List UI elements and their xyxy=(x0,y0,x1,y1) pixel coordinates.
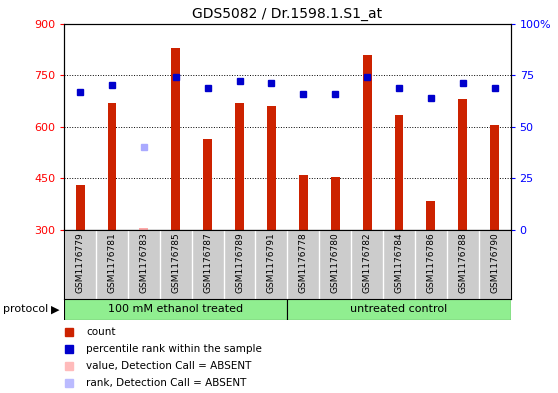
Bar xyxy=(490,125,499,230)
Text: GSM1176780: GSM1176780 xyxy=(331,232,340,293)
Text: protocol: protocol xyxy=(3,305,48,314)
Text: 100 mM ethanol treated: 100 mM ethanol treated xyxy=(108,305,243,314)
Bar xyxy=(299,175,308,230)
Bar xyxy=(203,139,212,230)
Text: GSM1176787: GSM1176787 xyxy=(203,232,212,293)
Bar xyxy=(140,228,148,230)
Bar xyxy=(395,115,403,230)
Text: GSM1176779: GSM1176779 xyxy=(76,232,85,293)
Text: GSM1176789: GSM1176789 xyxy=(235,232,244,293)
Text: GSM1176791: GSM1176791 xyxy=(267,232,276,293)
Bar xyxy=(331,176,340,230)
Text: GSM1176785: GSM1176785 xyxy=(171,232,180,293)
Title: GDS5082 / Dr.1598.1.S1_at: GDS5082 / Dr.1598.1.S1_at xyxy=(193,7,382,21)
Bar xyxy=(64,299,287,320)
Bar xyxy=(267,106,276,230)
Bar xyxy=(235,103,244,230)
Bar xyxy=(171,48,180,230)
Text: GSM1176790: GSM1176790 xyxy=(490,232,499,293)
Text: GSM1176786: GSM1176786 xyxy=(426,232,435,293)
Text: count: count xyxy=(86,327,116,337)
Bar xyxy=(458,99,467,230)
Text: GSM1176788: GSM1176788 xyxy=(458,232,467,293)
Bar xyxy=(287,299,511,320)
Bar xyxy=(426,201,435,230)
Text: GSM1176782: GSM1176782 xyxy=(363,232,372,293)
Text: value, Detection Call = ABSENT: value, Detection Call = ABSENT xyxy=(86,360,252,371)
Text: GSM1176784: GSM1176784 xyxy=(395,232,403,293)
Text: ▶: ▶ xyxy=(51,305,60,314)
Bar xyxy=(76,185,85,230)
Text: untreated control: untreated control xyxy=(350,305,448,314)
Bar xyxy=(363,55,372,230)
Bar xyxy=(108,103,117,230)
Text: percentile rank within the sample: percentile rank within the sample xyxy=(86,343,262,354)
Text: GSM1176781: GSM1176781 xyxy=(108,232,117,293)
Text: GSM1176778: GSM1176778 xyxy=(299,232,308,293)
Text: GSM1176783: GSM1176783 xyxy=(140,232,148,293)
Text: rank, Detection Call = ABSENT: rank, Detection Call = ABSENT xyxy=(86,378,247,387)
